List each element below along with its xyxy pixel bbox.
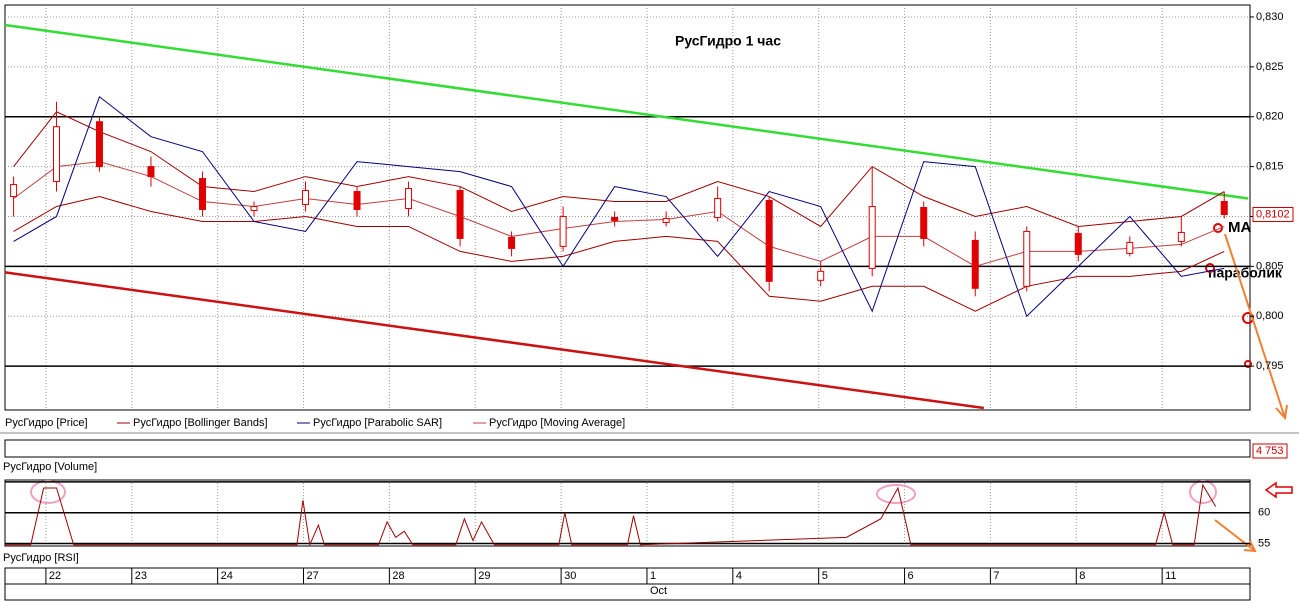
x-tick-label: 29 (478, 570, 490, 582)
candle-body (559, 215, 567, 247)
x-tick-label: 4 (736, 570, 742, 582)
candle-body (662, 217, 670, 223)
x-tick-label: 24 (221, 570, 233, 582)
candle-body (817, 270, 825, 281)
arrow (1214, 519, 1257, 553)
y-tick-label: 0,820 (1256, 111, 1284, 123)
y-tick-label: 0,805 (1256, 260, 1284, 272)
x-tick-label: 1 (650, 570, 656, 582)
candle-body (95, 121, 103, 168)
highlight (30, 480, 66, 504)
marker (1205, 263, 1215, 273)
candle-body (868, 206, 876, 269)
candle-body (147, 166, 155, 178)
y-tick-label: 0,815 (1256, 161, 1284, 173)
candle-body (250, 206, 258, 211)
candle-body (456, 190, 464, 239)
rsi-tick-label: 60 (1258, 507, 1270, 519)
candle-body (1220, 201, 1228, 215)
trendline (4, 23, 1249, 200)
candle-body (1177, 231, 1185, 242)
candle-body (611, 216, 619, 221)
last-price: 0,8102 (1256, 208, 1290, 220)
highlight (876, 484, 916, 504)
candle-body (1023, 230, 1031, 287)
legend-label: РусГидро [Moving Average] (489, 417, 625, 429)
arrow (1264, 481, 1293, 499)
candle-body (405, 188, 413, 209)
y-tick-label: 0,795 (1256, 360, 1284, 372)
arrow (1224, 233, 1288, 421)
annotation: параболик (1208, 265, 1283, 281)
candle-body (714, 198, 722, 218)
parabolic-sar (13, 95, 1225, 318)
x-tick-label: 30 (564, 570, 576, 582)
candle-body (508, 236, 516, 249)
y-tick-label: 0,800 (1256, 310, 1284, 322)
candle-body (1074, 232, 1082, 255)
highlight (1189, 480, 1217, 504)
x-tick-label: 8 (1079, 570, 1085, 582)
candle-body (53, 126, 61, 183)
candle-body (353, 191, 361, 210)
volume-badge (1252, 443, 1288, 459)
x-tick-label: 23 (135, 570, 147, 582)
x-tick-label: 22 (49, 570, 61, 582)
trendline (4, 271, 984, 410)
legend-label: РусГидро [Bollinger Bands] (133, 417, 268, 429)
y-tick-label: 0,825 (1256, 61, 1284, 73)
x-tick-label: 5 (822, 570, 828, 582)
rsi-line (5, 483, 1217, 547)
candle-body (765, 200, 773, 282)
price-panel (4, 4, 1251, 411)
last-price-badge (1252, 206, 1294, 222)
marker (1244, 360, 1252, 368)
panel-label: РусГидро [RSI] (3, 552, 79, 564)
legend-label: РусГидро [Price] (5, 417, 88, 429)
candle-body (920, 207, 928, 239)
month-label: Oct (650, 585, 667, 597)
x-tick-label: 28 (392, 570, 404, 582)
rsi-tick-label: 55 (1258, 537, 1270, 549)
x-tick-label: 11 (1165, 570, 1176, 582)
candle-body (971, 239, 979, 289)
x-tick-label: 7 (993, 570, 999, 582)
chart-title: РусГидро 1 час (675, 33, 781, 49)
x-tick-label: 6 (908, 570, 914, 582)
annotation: МА (1228, 219, 1251, 236)
candle-body (302, 190, 310, 206)
candle-body (1126, 241, 1134, 254)
volume-panel (4, 439, 1251, 458)
panel-label: РусГидро [Volume] (3, 461, 97, 473)
volume-last: 4 753 (1256, 445, 1284, 457)
marker (1213, 223, 1223, 233)
drawings (30, 223, 1293, 553)
y-tick-label: 0,830 (1256, 11, 1284, 23)
x-tick-label: 27 (307, 570, 319, 582)
candle-body (10, 184, 18, 198)
candle-body (198, 178, 206, 210)
legend-label: РусГидро [Parabolic SAR] (313, 417, 442, 429)
